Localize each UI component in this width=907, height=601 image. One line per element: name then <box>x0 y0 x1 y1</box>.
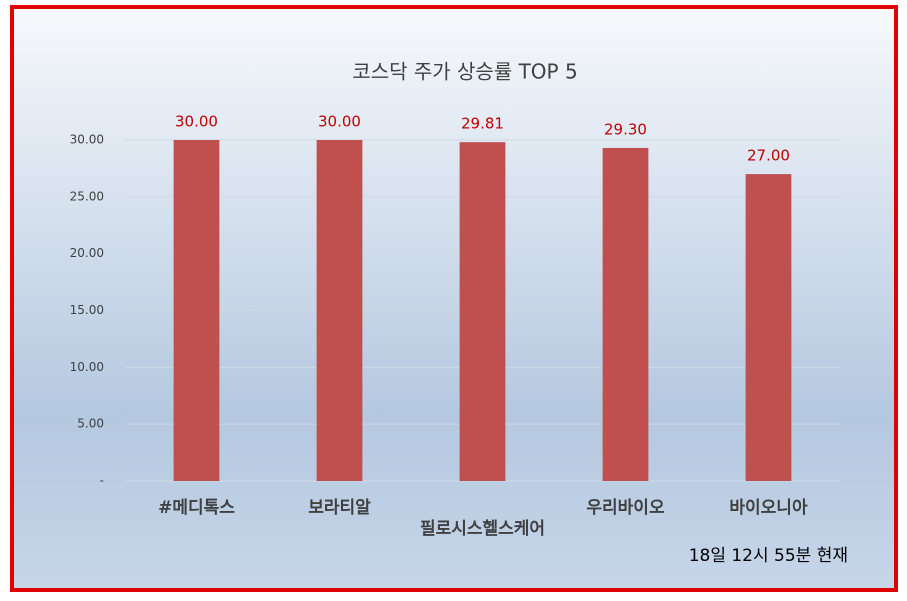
value-label: 30.00 <box>318 113 361 131</box>
y-tick-label: 5.00 <box>77 417 104 431</box>
y-tick-label: 25.00 <box>70 189 104 203</box>
y-tick-label: 15.00 <box>70 303 104 317</box>
value-label: 27.00 <box>747 147 790 165</box>
y-tick-label: 20.00 <box>70 246 104 260</box>
bar <box>316 140 363 481</box>
value-label: 29.30 <box>604 120 647 138</box>
bar <box>459 142 506 481</box>
bar <box>602 147 649 481</box>
annotation: 18일 12시 55분 현재 <box>689 546 848 566</box>
y-tick-label: 30.00 <box>70 133 104 147</box>
x-tick-label: #메디톡스 <box>158 498 235 518</box>
chart-title: 코스닥 주가 상승률 TOP 5 <box>352 60 577 84</box>
x-tick-label: 보라티알 <box>308 498 371 518</box>
y-tick-label: - <box>100 474 104 488</box>
value-label: 29.81 <box>461 115 504 133</box>
x-tick-label: 바이오니아 <box>729 498 808 518</box>
bar <box>173 140 220 481</box>
value-label: 30.00 <box>175 113 218 131</box>
y-tick-label: 10.00 <box>70 360 104 374</box>
bar <box>745 174 792 481</box>
x-tick-label: 우리바이오 <box>586 498 665 518</box>
x-tick-label: 필로시스헬스케어 <box>420 519 545 539</box>
